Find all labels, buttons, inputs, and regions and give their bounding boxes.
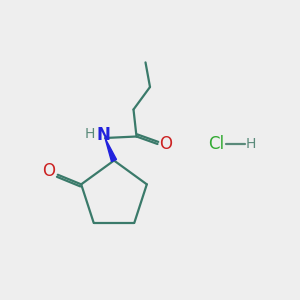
Text: O: O [42, 162, 55, 180]
Polygon shape [105, 138, 116, 161]
Text: H: H [245, 137, 256, 151]
Text: Cl: Cl [208, 135, 224, 153]
Text: H: H [84, 128, 94, 141]
Text: N: N [97, 126, 110, 144]
Text: O: O [159, 135, 172, 153]
